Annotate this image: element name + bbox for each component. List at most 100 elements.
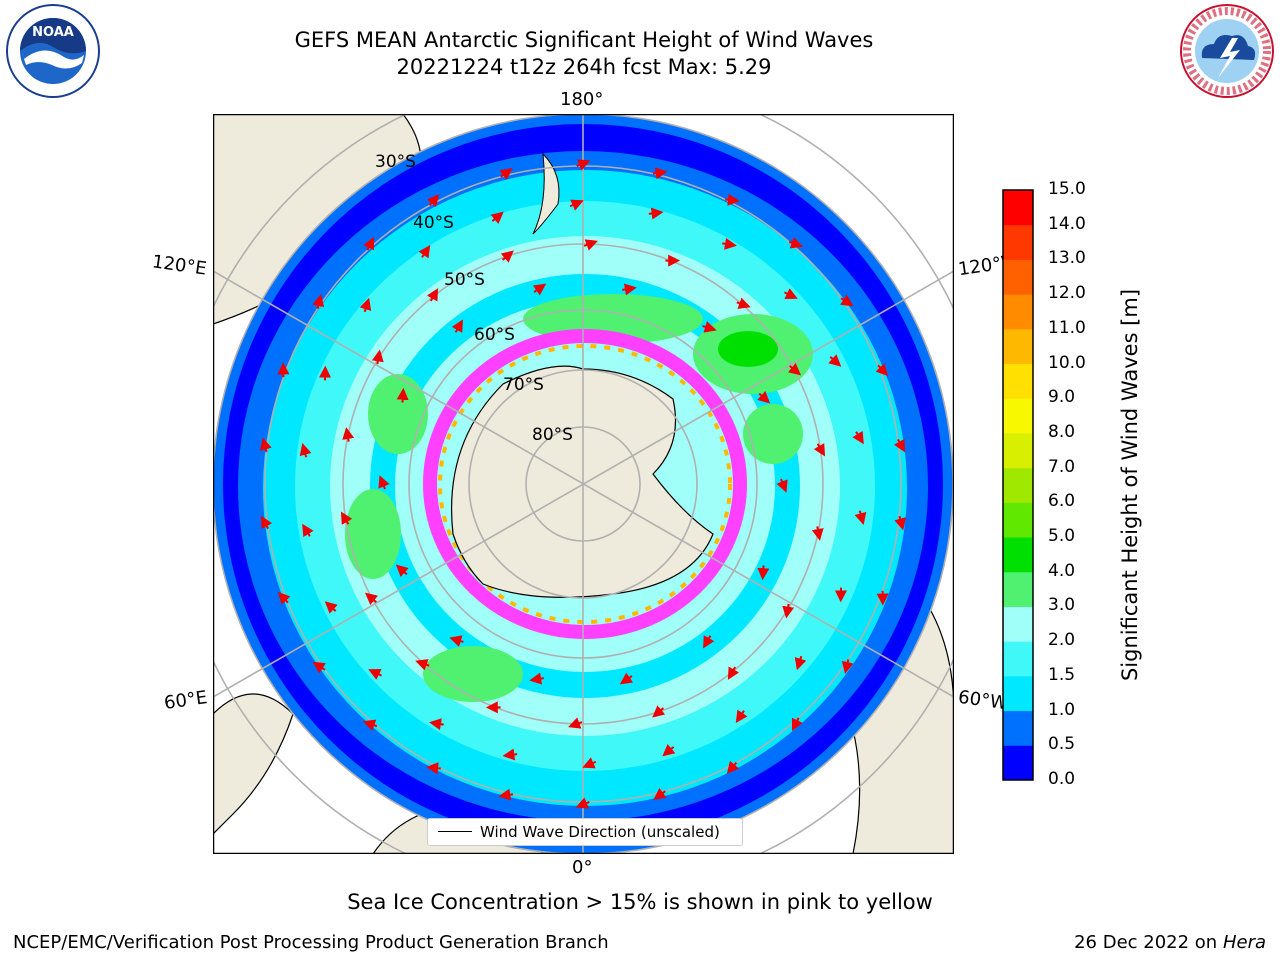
wave-direction-arrow bbox=[652, 705, 666, 718]
footer-host: Hera bbox=[1222, 932, 1266, 953]
wave-direction-arrow bbox=[498, 788, 514, 801]
wave-direction-arrow bbox=[378, 475, 390, 490]
lat-label-30s: 30°S bbox=[375, 152, 416, 172]
wave-direction-arrow bbox=[735, 709, 748, 723]
wave-direction-arrow bbox=[788, 237, 804, 249]
colorbar-tick-label: 8.0 bbox=[1048, 421, 1076, 442]
colorbar-band bbox=[1003, 224, 1033, 260]
wave-direction-arrow bbox=[260, 437, 272, 453]
map-title: GEFS MEAN Antarctic Significant Height o… bbox=[294, 28, 874, 52]
wave-direction-arrow bbox=[828, 354, 842, 367]
wave-direction-arrow bbox=[757, 391, 771, 404]
colorbar-tick-label: 0.5 bbox=[1048, 734, 1076, 755]
wave-direction-arrow bbox=[371, 349, 384, 365]
colorbar-tick-label: 9.0 bbox=[1048, 387, 1076, 408]
colorbar-band bbox=[1003, 675, 1033, 712]
wave-direction-arrow bbox=[312, 294, 325, 309]
lon-label-60e: 60°E bbox=[162, 687, 209, 714]
colorbar-tick-label: 3.0 bbox=[1048, 595, 1076, 616]
wave-direction-arrow bbox=[852, 430, 864, 445]
wave-direction-arrow bbox=[619, 672, 634, 685]
wave-direction-arrow bbox=[653, 787, 667, 800]
legend-line-icon bbox=[438, 831, 472, 832]
wave-direction-arrow bbox=[736, 297, 751, 309]
wave-direction-arrow bbox=[364, 592, 379, 605]
legend-label: Wind Wave Direction (unscaled) bbox=[480, 823, 720, 841]
colorbar-title: Significant Height of Wind Waves [m] bbox=[1118, 288, 1142, 682]
wave-direction-arrow bbox=[791, 717, 803, 732]
wave-direction-arrow bbox=[426, 762, 441, 775]
wave-direction-arrow bbox=[782, 603, 795, 619]
wave-direction-arrow bbox=[662, 744, 676, 757]
wave-direction-arrow bbox=[725, 193, 740, 206]
colorbar-band bbox=[1003, 710, 1033, 746]
colorbar-tick-label: 13.0 bbox=[1048, 248, 1086, 269]
nws-logo bbox=[1178, 2, 1276, 104]
wave-direction-arrow bbox=[875, 363, 889, 377]
colorbar-band bbox=[1003, 363, 1033, 399]
wave-direction-arrow bbox=[312, 661, 326, 674]
wave-direction-arrow bbox=[622, 283, 637, 296]
wave-direction-arrow bbox=[426, 288, 439, 302]
colorbar-band bbox=[1003, 328, 1033, 365]
wave-direction-arrow bbox=[575, 797, 590, 809]
lat-label-60s: 60°S bbox=[474, 325, 515, 345]
wave-direction-arrow bbox=[324, 601, 338, 614]
wave-direction-arrow bbox=[648, 207, 664, 220]
wave-direction-arrow bbox=[359, 297, 372, 313]
wave-direction-arrow bbox=[787, 363, 802, 376]
colorbar-band bbox=[1003, 259, 1033, 295]
lat-label-80s: 80°S bbox=[532, 425, 573, 445]
colorbar-tick-label: 15.0 bbox=[1048, 179, 1086, 199]
colorbar-tick-label: 2.0 bbox=[1048, 630, 1076, 651]
wave-direction-arrow bbox=[854, 510, 867, 526]
colorbar-tick-label: 12.0 bbox=[1048, 283, 1086, 304]
wave-direction-arrow bbox=[722, 237, 737, 250]
wave-direction-arrow bbox=[727, 666, 740, 680]
wave-direction-arrow bbox=[500, 250, 514, 263]
footer-date-text: 26 Dec 2022 on bbox=[1074, 932, 1218, 953]
colorbar-band bbox=[1003, 190, 1033, 226]
colorbar bbox=[1001, 188, 1037, 786]
wave-direction-arrow bbox=[363, 236, 375, 251]
wave-direction-arrow bbox=[302, 523, 314, 538]
wave-direction-arrow bbox=[362, 719, 378, 731]
footer-credit: NCEP/EMC/Verification Post Processing Pr… bbox=[13, 932, 609, 953]
wave-direction-arrow bbox=[813, 443, 826, 457]
caption: Sea Ice Concentration > 15% is shown in … bbox=[347, 890, 933, 914]
colorbar-tick-label: 1.0 bbox=[1048, 699, 1076, 720]
wave-direction-arrow bbox=[368, 669, 382, 680]
wave-direction-arrow bbox=[426, 194, 440, 208]
wave-direction-arrow bbox=[529, 672, 544, 685]
wave-direction-arrow bbox=[811, 526, 824, 541]
colorbar-band bbox=[1003, 745, 1033, 781]
colorbar-tick-label: 10.0 bbox=[1048, 352, 1086, 373]
wave-direction-arrow bbox=[499, 168, 513, 181]
wave-direction-arrow bbox=[776, 478, 788, 493]
wave-direction-arrow bbox=[568, 717, 583, 729]
colorbar-tick-label: 7.0 bbox=[1048, 456, 1076, 477]
wave-direction-arrow bbox=[340, 511, 353, 525]
wave-direction-arrow bbox=[260, 515, 273, 530]
wave-direction-arrow bbox=[451, 319, 463, 333]
lon-label-0: 0° bbox=[572, 857, 593, 878]
wave-direction-arrow bbox=[893, 438, 906, 453]
map-svg bbox=[172, 73, 994, 895]
colorbar-tick-label: 6.0 bbox=[1048, 491, 1076, 512]
wave-direction-arrow bbox=[429, 718, 444, 731]
colorbar-band bbox=[1003, 432, 1033, 469]
lon-label-120e: 120°E bbox=[150, 251, 208, 280]
colorbar-band bbox=[1003, 294, 1033, 330]
wave-direction-arrow bbox=[342, 427, 355, 442]
wave-direction-arrow bbox=[894, 515, 906, 531]
wave-direction-arrow bbox=[840, 294, 854, 307]
wave-direction-arrow bbox=[582, 757, 597, 769]
wave-direction-arrow bbox=[490, 211, 504, 224]
noaa-logo: NOAA bbox=[4, 3, 102, 103]
wave-direction-arrow bbox=[576, 159, 591, 171]
colorbar-band bbox=[1003, 641, 1033, 677]
lat-label-70s: 70°S bbox=[503, 375, 544, 395]
lat-label-50s: 50°S bbox=[444, 270, 485, 290]
wave-direction-arrow bbox=[702, 321, 717, 333]
polar-map bbox=[172, 73, 994, 895]
